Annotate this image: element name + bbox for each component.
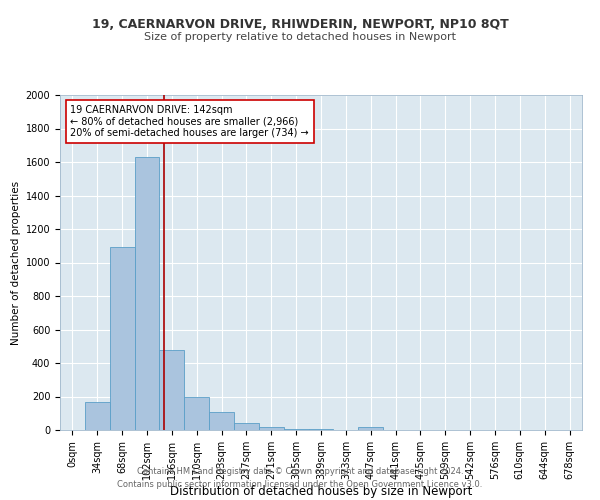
Bar <box>259 426 284 430</box>
Bar <box>284 429 308 430</box>
Bar <box>160 350 184 430</box>
Bar <box>358 426 383 430</box>
Bar <box>134 157 160 430</box>
Text: Size of property relative to detached houses in Newport: Size of property relative to detached ho… <box>144 32 456 42</box>
Bar <box>184 396 209 430</box>
Text: Contains HM Land Registry data © Crown copyright and database right 2024.: Contains HM Land Registry data © Crown c… <box>137 467 463 476</box>
Bar <box>308 429 334 430</box>
Bar <box>110 248 134 430</box>
Bar <box>85 402 110 430</box>
Text: 19 CAERNARVON DRIVE: 142sqm
← 80% of detached houses are smaller (2,966)
20% of : 19 CAERNARVON DRIVE: 142sqm ← 80% of det… <box>70 105 309 138</box>
Text: 19, CAERNARVON DRIVE, RHIWDERIN, NEWPORT, NP10 8QT: 19, CAERNARVON DRIVE, RHIWDERIN, NEWPORT… <box>92 18 508 30</box>
Text: Contains public sector information licensed under the Open Government Licence v3: Contains public sector information licen… <box>118 480 482 489</box>
Y-axis label: Number of detached properties: Number of detached properties <box>11 180 22 344</box>
X-axis label: Distribution of detached houses by size in Newport: Distribution of detached houses by size … <box>170 484 472 498</box>
Bar <box>234 424 259 430</box>
Bar <box>209 412 234 430</box>
